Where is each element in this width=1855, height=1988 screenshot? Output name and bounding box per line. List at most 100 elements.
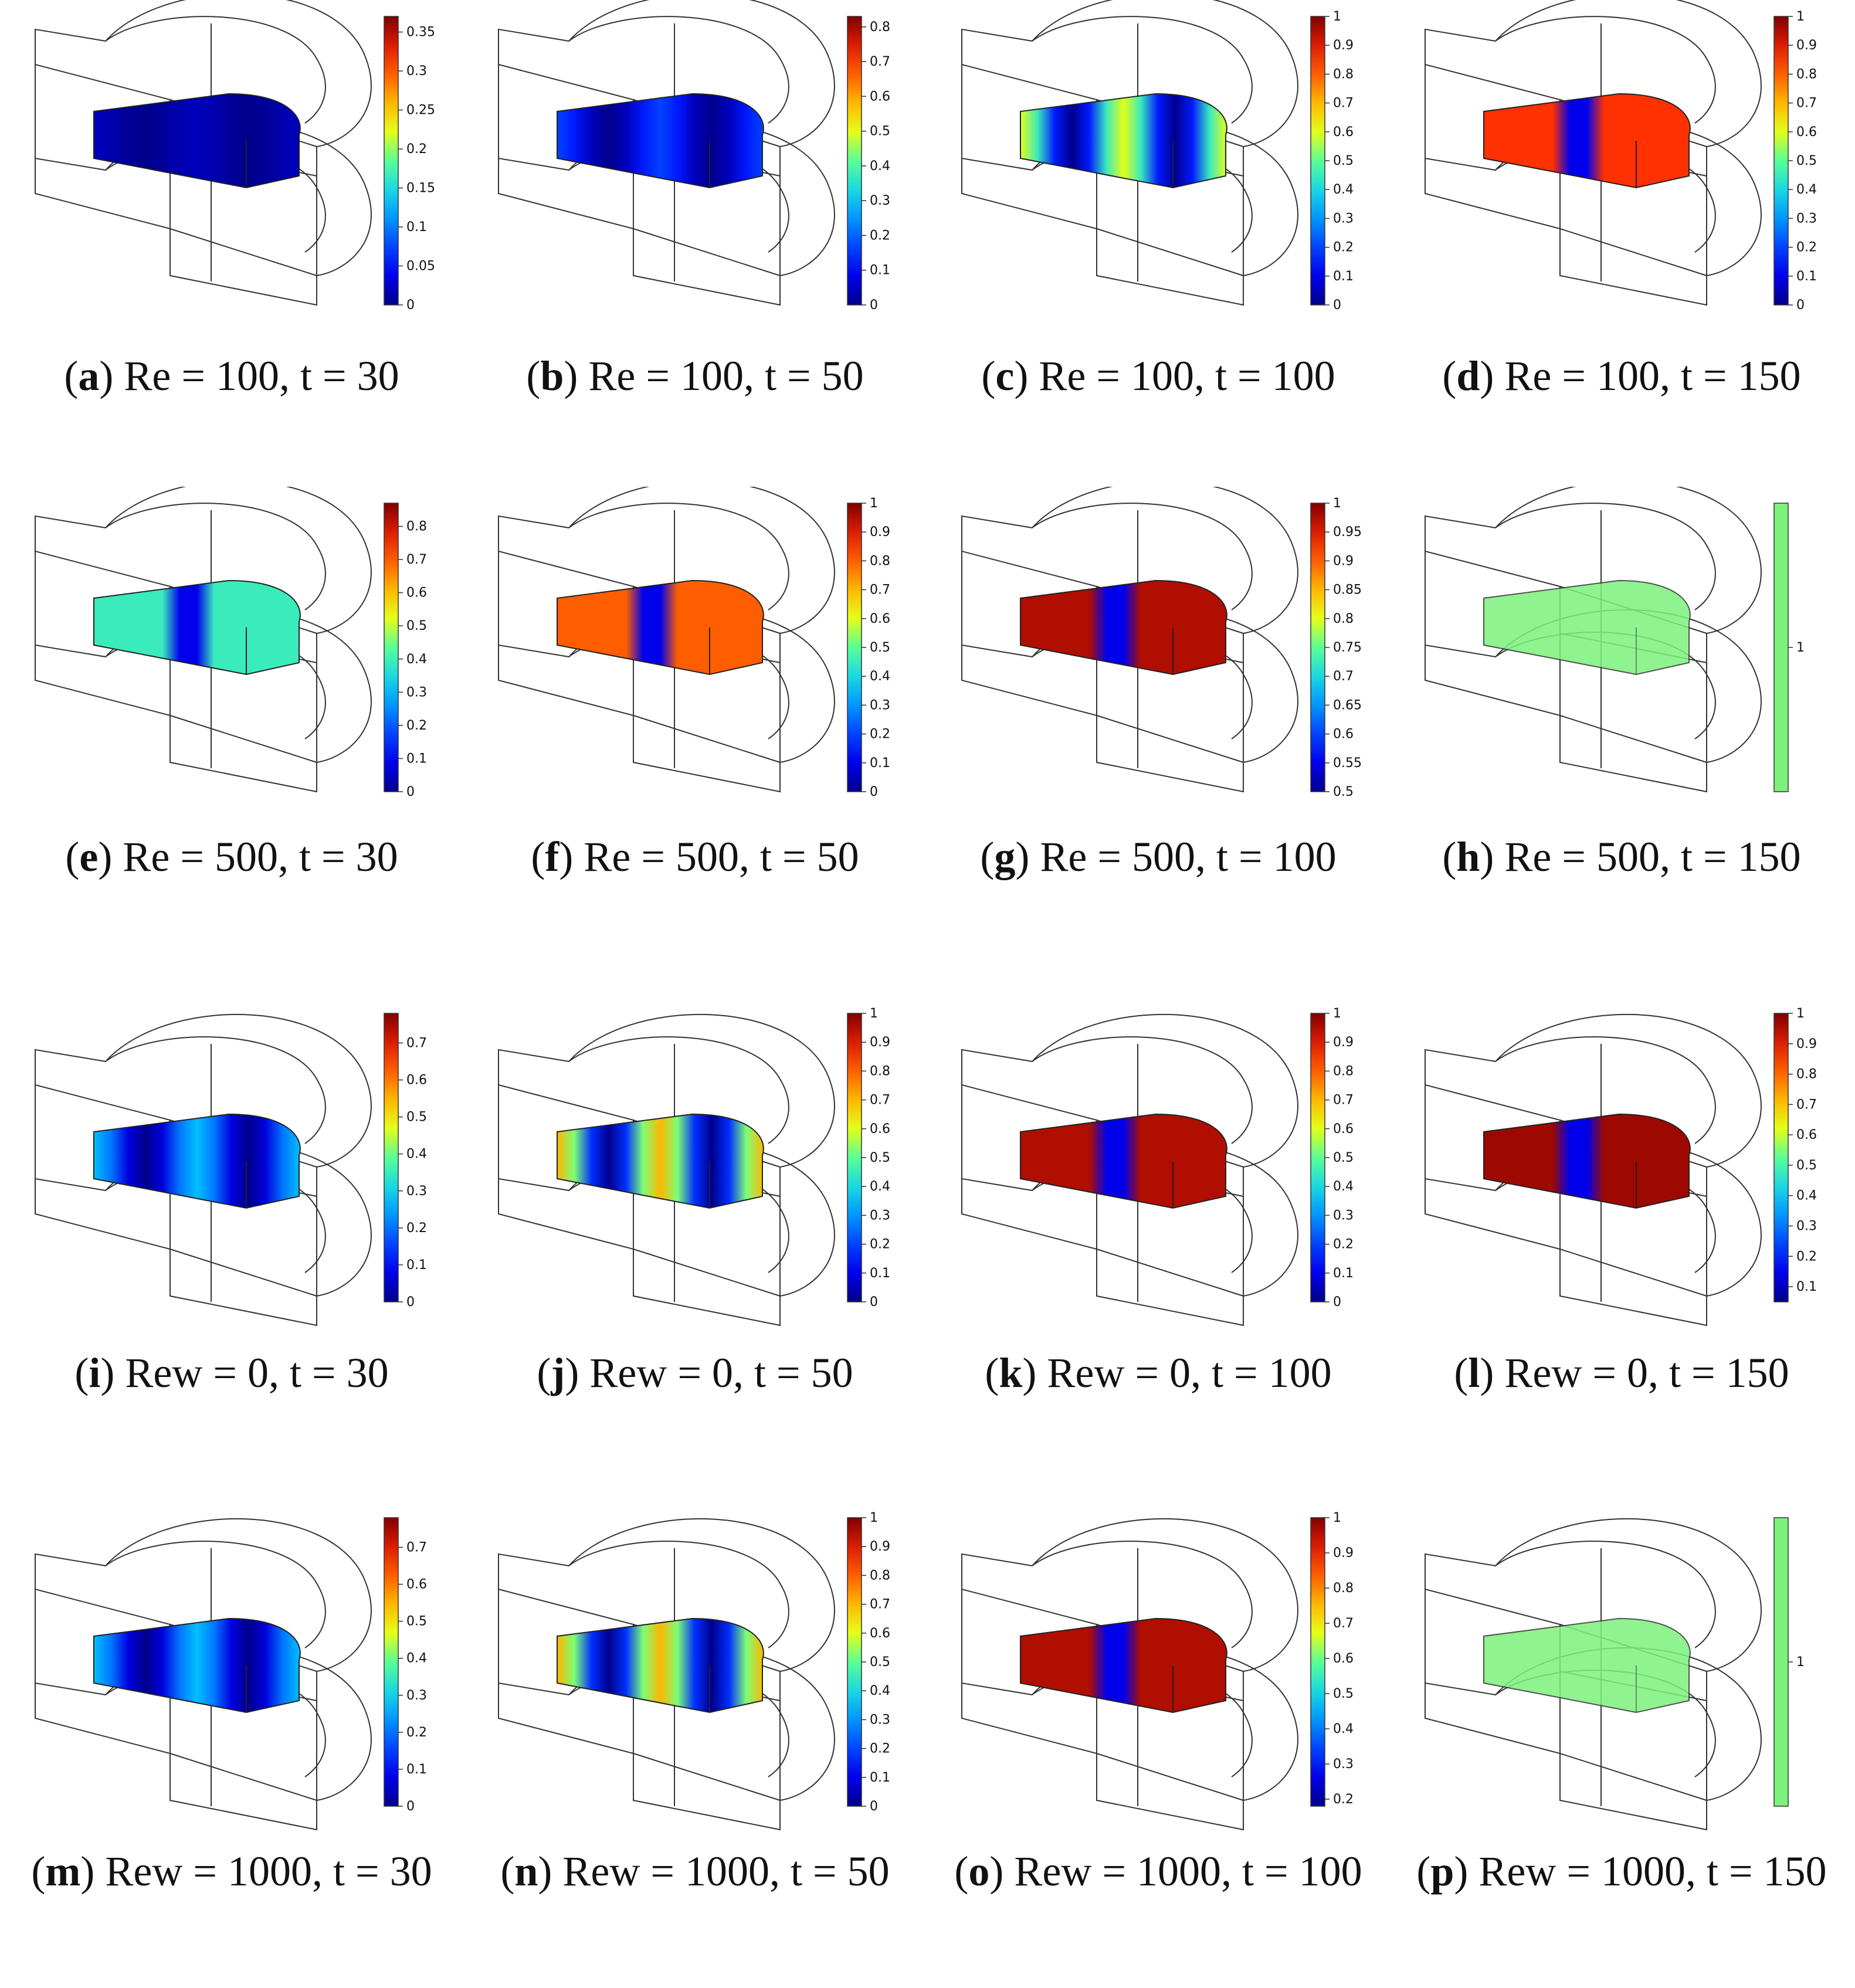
- simulation-plot-j: 0 0.1 0.2 0.3 0.4 0.5 0.6 0.7 0.8 0.9 1: [498, 1006, 890, 1327]
- colorbar-tick-label: 0.9: [870, 1539, 890, 1554]
- parameter-name: Rew: [105, 1848, 183, 1895]
- colorbar-tick-label: 0.5: [870, 124, 890, 139]
- panel-caption: (f) Re = 500, t = 50: [531, 833, 859, 880]
- housing-outline-top: [961, 487, 1298, 664]
- colorbar-tick-label: 0.1: [1333, 269, 1354, 284]
- colorbar-tick-label: 0.2: [1796, 1249, 1817, 1264]
- colorbar: 0 0.1 0.2 0.3 0.4 0.5 0.6 0.7 0.8 0.9 1: [847, 1511, 890, 1814]
- colorbar-tick-label: 0.9: [1796, 1037, 1817, 1051]
- time-value: 30: [357, 352, 399, 399]
- colorbar-tick-label: 0.6: [870, 612, 890, 626]
- concentration-field: [1483, 1617, 1691, 1714]
- colorbar: 0 0.1 0.2 0.3 0.4 0.5 0.6 0.7 0.8 0.9 1: [847, 496, 890, 799]
- colorbar-tick-label: 0.9: [870, 1035, 890, 1050]
- panel-letter: g: [994, 833, 1016, 880]
- housing-outline-top: [1425, 0, 1762, 177]
- panel-letter: o: [968, 1848, 990, 1895]
- concentration-field: [93, 1113, 301, 1209]
- housing-outline-top: [35, 1518, 372, 1702]
- panel-letter: j: [551, 1349, 565, 1396]
- colorbar-tick-label: 0.7: [406, 552, 427, 567]
- colorbar-bar: [384, 1517, 399, 1807]
- parameter-value: 500: [1131, 833, 1195, 880]
- colorbar-tick-label: 0.6: [1333, 727, 1354, 742]
- parameter-name: Re: [1504, 833, 1552, 880]
- colorbar-tick-label: 0.5: [870, 640, 890, 655]
- housing-outline-top: [35, 1013, 372, 1197]
- colorbar-tick-label: 0.2: [406, 1725, 427, 1740]
- concentration-field: [93, 93, 301, 189]
- colorbar-tick-label: 0: [406, 298, 415, 313]
- colorbar: 0 0.1 0.2 0.3 0.4 0.5 0.6 0.7 0.8 0.9 1: [1310, 1006, 1354, 1309]
- colorbar-tick-label: 0: [406, 1295, 415, 1309]
- colorbar-tick-label: 0.2: [1333, 1792, 1354, 1807]
- simulation-plot-p: 1: [1425, 1517, 1805, 1831]
- colorbar-tick-label: 0.2: [406, 1221, 427, 1236]
- time-value: 100: [1268, 1349, 1332, 1396]
- simulation-plot-h: 1: [1425, 487, 1805, 793]
- simulation-plot-b: 0 0.1 0.2 0.3 0.4 0.5 0.6 0.7 0.8: [498, 0, 890, 313]
- colorbar-tick-label: 1: [870, 1511, 878, 1525]
- housing-outline-top: [35, 487, 372, 664]
- simulation-plot-k: 0 0.1 0.2 0.3 0.4 0.5 0.6 0.7 0.8 0.9 1: [961, 1006, 1354, 1327]
- colorbar-tick-label: 0.5: [1796, 1158, 1817, 1173]
- colorbar-tick-label: 0.7: [406, 1540, 427, 1555]
- time-value: 50: [847, 1848, 890, 1895]
- colorbar-tick-label: 0.8: [1796, 1067, 1817, 1082]
- colorbar-tick-label: 0: [870, 298, 878, 313]
- colorbar-tick-label: 0.3: [1333, 1757, 1354, 1772]
- colorbar-tick-label: 1: [1796, 640, 1805, 655]
- colorbar-tick-label: 0.1: [406, 220, 427, 235]
- colorbar-tick-label: 0.6: [870, 1626, 890, 1641]
- panel-j: 0 0.1 0.2 0.3 0.4 0.5 0.6 0.7 0.8 0.9 1 (j) Rew = 0…: [463, 997, 927, 1484]
- colorbar-tick-label: 0.4: [870, 1179, 890, 1194]
- colorbar-tick-label: 0.7: [406, 1036, 427, 1050]
- colorbar-tick-label: 0.4: [870, 1684, 890, 1698]
- colorbar-tick-label: 0.65: [1333, 698, 1362, 713]
- housing-outline-top: [1425, 1013, 1762, 1197]
- panel-caption: (m) Rew = 1000, t = 30: [31, 1848, 432, 1895]
- simulation-plot-f: 0 0.1 0.2 0.3 0.4 0.5 0.6 0.7 0.8 0.9 1: [498, 487, 890, 799]
- colorbar-tick-label: 0.1: [406, 1762, 427, 1777]
- parameter-name: Re: [1040, 833, 1087, 880]
- colorbar-tick-label: 0.8: [1333, 1064, 1354, 1078]
- colorbar-tick-label: 0.4: [870, 669, 890, 684]
- colorbar-tick-label: 0.2: [406, 142, 427, 157]
- simulation-plot-o: 0.2 0.3 0.4 0.5 0.6 0.7 0.8 0.9 1: [961, 1511, 1354, 1831]
- colorbar-tick-label: 0.9: [1796, 38, 1817, 53]
- panel-letter: d: [1456, 352, 1480, 399]
- colorbar-tick-label: 0.7: [870, 55, 890, 69]
- panel-l: 0.1 0.2 0.3 0.4 0.5 0.6 0.7 0.8 0.9 1 (l) Rew = 0,…: [1390, 997, 1853, 1484]
- colorbar-tick-label: 0.1: [406, 751, 427, 766]
- colorbar-bar: [1310, 503, 1325, 792]
- parameter-value: 100: [1596, 352, 1660, 399]
- colorbar-tick-label: 1: [1333, 9, 1341, 24]
- panel-k: 0 0.1 0.2 0.3 0.4 0.5 0.6 0.7 0.8 0.9 1 (k) Rew = 0…: [927, 997, 1390, 1484]
- parameter-value: 100: [215, 352, 279, 399]
- colorbar-bar: [384, 503, 399, 792]
- parameter-value: 100: [680, 352, 744, 399]
- colorbar-bar: [1773, 16, 1789, 306]
- panel-e: 0 0.1 0.2 0.3 0.4 0.5 0.6 0.7 0.8 (e) Re = 500, t…: [0, 487, 463, 973]
- panel-caption: (o) Rew = 1000, t = 100: [954, 1848, 1362, 1895]
- colorbar-tick-label: 0: [406, 785, 415, 799]
- time-value: 50: [816, 833, 859, 880]
- parameter-value: 1000: [227, 1848, 312, 1895]
- colorbar: 0.2 0.3 0.4 0.5 0.6 0.7 0.8 0.9 1: [1310, 1511, 1354, 1807]
- panel-caption: (h) Re = 500, t = 150: [1442, 833, 1801, 880]
- parameter-name: Rew: [589, 1349, 667, 1396]
- colorbar-tick-label: 0: [870, 785, 878, 799]
- colorbar-tick-label: 0.2: [870, 1742, 890, 1756]
- colorbar-tick-label: 0.6: [1333, 1651, 1354, 1666]
- colorbar: 0 0.1 0.2 0.3 0.4 0.5 0.6 0.7 0.8 0.9 1: [847, 1006, 890, 1309]
- colorbar-tick-label: 0.3: [870, 194, 890, 208]
- colorbar-tick-label: 0.4: [870, 159, 890, 174]
- colorbar-tick-label: 0: [406, 1799, 415, 1814]
- colorbar-tick-label: 1: [870, 496, 878, 511]
- colorbar-tick-label: 0.7: [1333, 1093, 1354, 1108]
- colorbar-bar: [1310, 16, 1325, 306]
- colorbar-bar: [1773, 1517, 1789, 1807]
- colorbar-tick-label: 0.2: [1796, 240, 1817, 255]
- housing-outline-top: [498, 1518, 835, 1702]
- panel-f: 0 0.1 0.2 0.3 0.4 0.5 0.6 0.7 0.8 0.9 1 (f) Re = 50…: [463, 487, 927, 973]
